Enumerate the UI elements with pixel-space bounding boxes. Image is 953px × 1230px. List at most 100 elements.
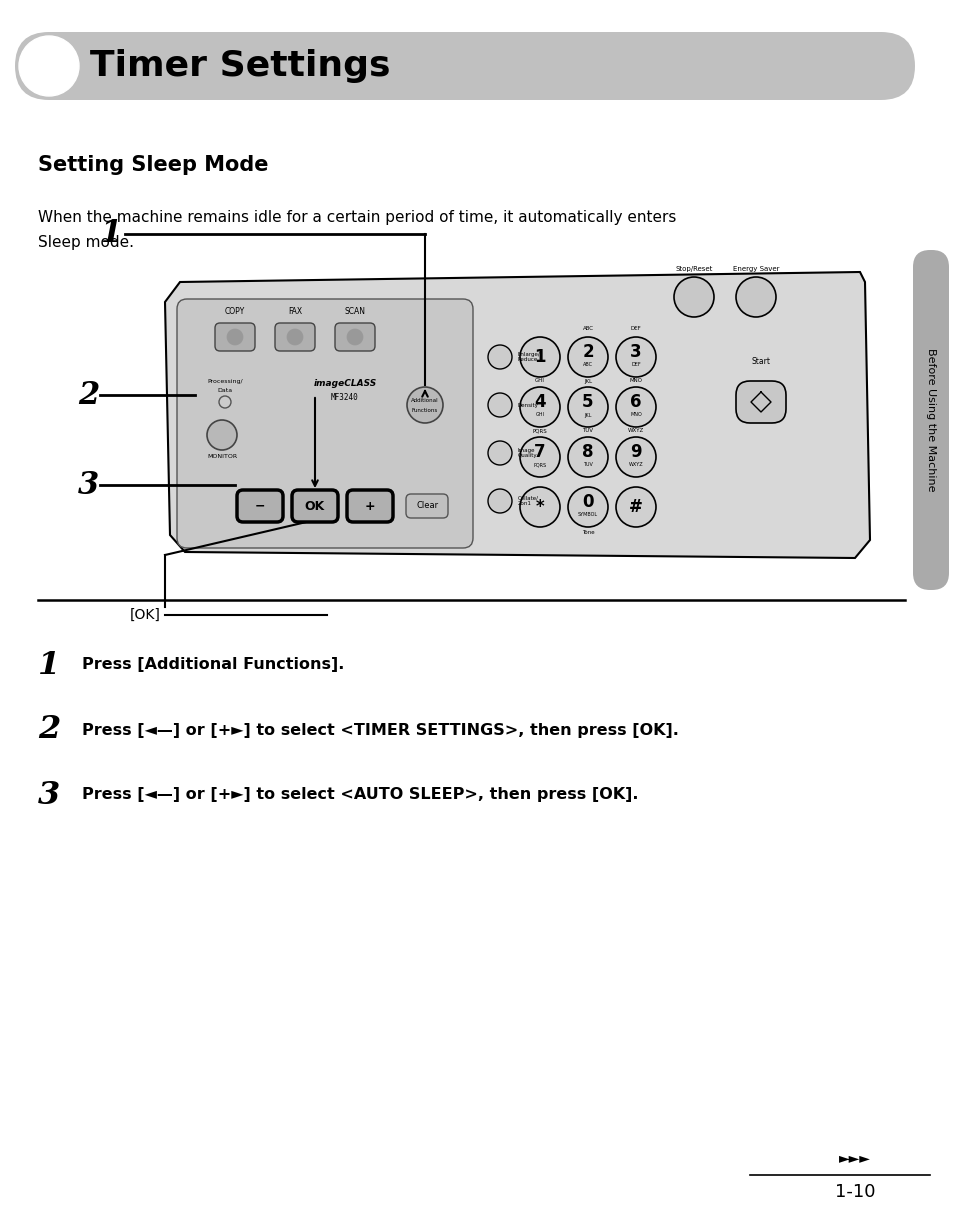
Text: 9: 9 (630, 443, 641, 461)
Text: Clear: Clear (416, 502, 438, 510)
Circle shape (616, 387, 656, 427)
Text: +: + (364, 499, 375, 513)
Text: GHI: GHI (535, 412, 544, 417)
Text: Density: Density (517, 402, 538, 407)
Text: 6: 6 (630, 394, 641, 411)
Text: WXYZ: WXYZ (628, 462, 642, 467)
Text: Press [◄—] or [+►] to select <AUTO SLEEP>, then press [OK].: Press [◄—] or [+►] to select <AUTO SLEEP… (82, 787, 638, 802)
Text: GHI: GHI (535, 379, 544, 384)
Text: 2: 2 (581, 343, 593, 360)
Text: 0: 0 (581, 493, 593, 510)
Text: ABC: ABC (582, 363, 593, 368)
Text: FAX: FAX (288, 308, 302, 316)
Circle shape (347, 328, 363, 344)
Text: Functions: Functions (412, 407, 437, 412)
Text: SYMBOL: SYMBOL (578, 513, 598, 518)
Text: PQRS: PQRS (533, 462, 546, 467)
Circle shape (735, 277, 775, 317)
Text: Tone: Tone (581, 529, 594, 535)
Text: TUV: TUV (582, 428, 593, 433)
Circle shape (19, 36, 79, 96)
FancyBboxPatch shape (347, 490, 393, 522)
Circle shape (616, 437, 656, 477)
Circle shape (519, 487, 559, 526)
FancyBboxPatch shape (177, 299, 473, 549)
Text: [OK]: [OK] (130, 608, 161, 622)
Text: 8: 8 (581, 443, 593, 461)
Text: DEF: DEF (631, 363, 640, 368)
Circle shape (567, 337, 607, 378)
Text: Timer Settings: Timer Settings (90, 49, 390, 82)
FancyBboxPatch shape (406, 494, 448, 518)
Text: COPY: COPY (225, 308, 245, 316)
Text: WXYZ: WXYZ (627, 428, 643, 433)
Text: PQRS: PQRS (532, 428, 547, 433)
Circle shape (488, 490, 512, 513)
Text: 1: 1 (38, 649, 60, 680)
Circle shape (567, 437, 607, 477)
Text: When the machine remains idle for a certain period of time, it automatically ent: When the machine remains idle for a cert… (38, 210, 676, 225)
Text: 7: 7 (534, 443, 545, 461)
Text: *: * (536, 498, 544, 517)
Circle shape (207, 419, 236, 450)
Circle shape (407, 387, 442, 423)
Circle shape (616, 337, 656, 378)
FancyBboxPatch shape (335, 323, 375, 351)
Text: SCAN: SCAN (344, 308, 365, 316)
Polygon shape (165, 272, 869, 558)
Text: MNO: MNO (630, 412, 641, 417)
Text: imageCLASS: imageCLASS (313, 380, 376, 389)
Text: JKL: JKL (583, 412, 591, 417)
Circle shape (488, 394, 512, 417)
Circle shape (673, 277, 713, 317)
Text: Additional: Additional (411, 397, 438, 402)
Circle shape (219, 396, 231, 408)
FancyBboxPatch shape (912, 250, 948, 590)
Text: Sleep mode.: Sleep mode. (38, 235, 133, 250)
FancyBboxPatch shape (292, 490, 337, 522)
Text: Before Using the Machine: Before Using the Machine (925, 348, 935, 492)
Text: 3: 3 (78, 470, 99, 501)
Text: ►►►: ►►► (839, 1151, 870, 1165)
Text: 3: 3 (630, 343, 641, 360)
Text: 2: 2 (38, 715, 60, 745)
Text: 2: 2 (78, 380, 99, 411)
Text: DEF: DEF (630, 326, 640, 332)
Text: JKL: JKL (583, 379, 592, 384)
Circle shape (519, 387, 559, 427)
Text: MNO: MNO (629, 379, 641, 384)
Circle shape (567, 387, 607, 427)
Circle shape (519, 337, 559, 378)
Text: Start: Start (751, 358, 770, 367)
FancyBboxPatch shape (236, 490, 283, 522)
Text: Collate/
2on1: Collate/ 2on1 (517, 496, 538, 507)
FancyBboxPatch shape (735, 381, 785, 423)
Text: ABC: ABC (582, 326, 593, 332)
Circle shape (616, 487, 656, 526)
Text: TUV: TUV (582, 462, 593, 467)
Text: Stop/Reset: Stop/Reset (675, 266, 712, 272)
Circle shape (488, 442, 512, 465)
Circle shape (488, 344, 512, 369)
FancyBboxPatch shape (274, 323, 314, 351)
Text: Data: Data (217, 387, 233, 392)
Text: OK: OK (305, 499, 325, 513)
Text: 1: 1 (534, 348, 545, 367)
Text: MONITOR: MONITOR (207, 455, 236, 460)
Text: Energy Saver: Energy Saver (732, 266, 779, 272)
Circle shape (227, 328, 243, 344)
Text: Image
Quality: Image Quality (517, 448, 537, 459)
Text: Press [Additional Functions].: Press [Additional Functions]. (82, 658, 344, 673)
Text: −: − (254, 499, 265, 513)
Circle shape (567, 487, 607, 526)
Text: Setting Sleep Mode: Setting Sleep Mode (38, 155, 268, 175)
FancyBboxPatch shape (214, 323, 254, 351)
Text: 3: 3 (38, 780, 60, 811)
Text: MF3240: MF3240 (331, 392, 358, 401)
Text: 5: 5 (581, 394, 593, 411)
Text: 1: 1 (100, 219, 121, 250)
Text: #: # (628, 498, 642, 517)
Text: Press [◄—] or [+►] to select <TIMER SETTINGS>, then press [OK].: Press [◄—] or [+►] to select <TIMER SETT… (82, 722, 679, 738)
Text: 1-10: 1-10 (834, 1183, 874, 1200)
Circle shape (287, 328, 303, 344)
